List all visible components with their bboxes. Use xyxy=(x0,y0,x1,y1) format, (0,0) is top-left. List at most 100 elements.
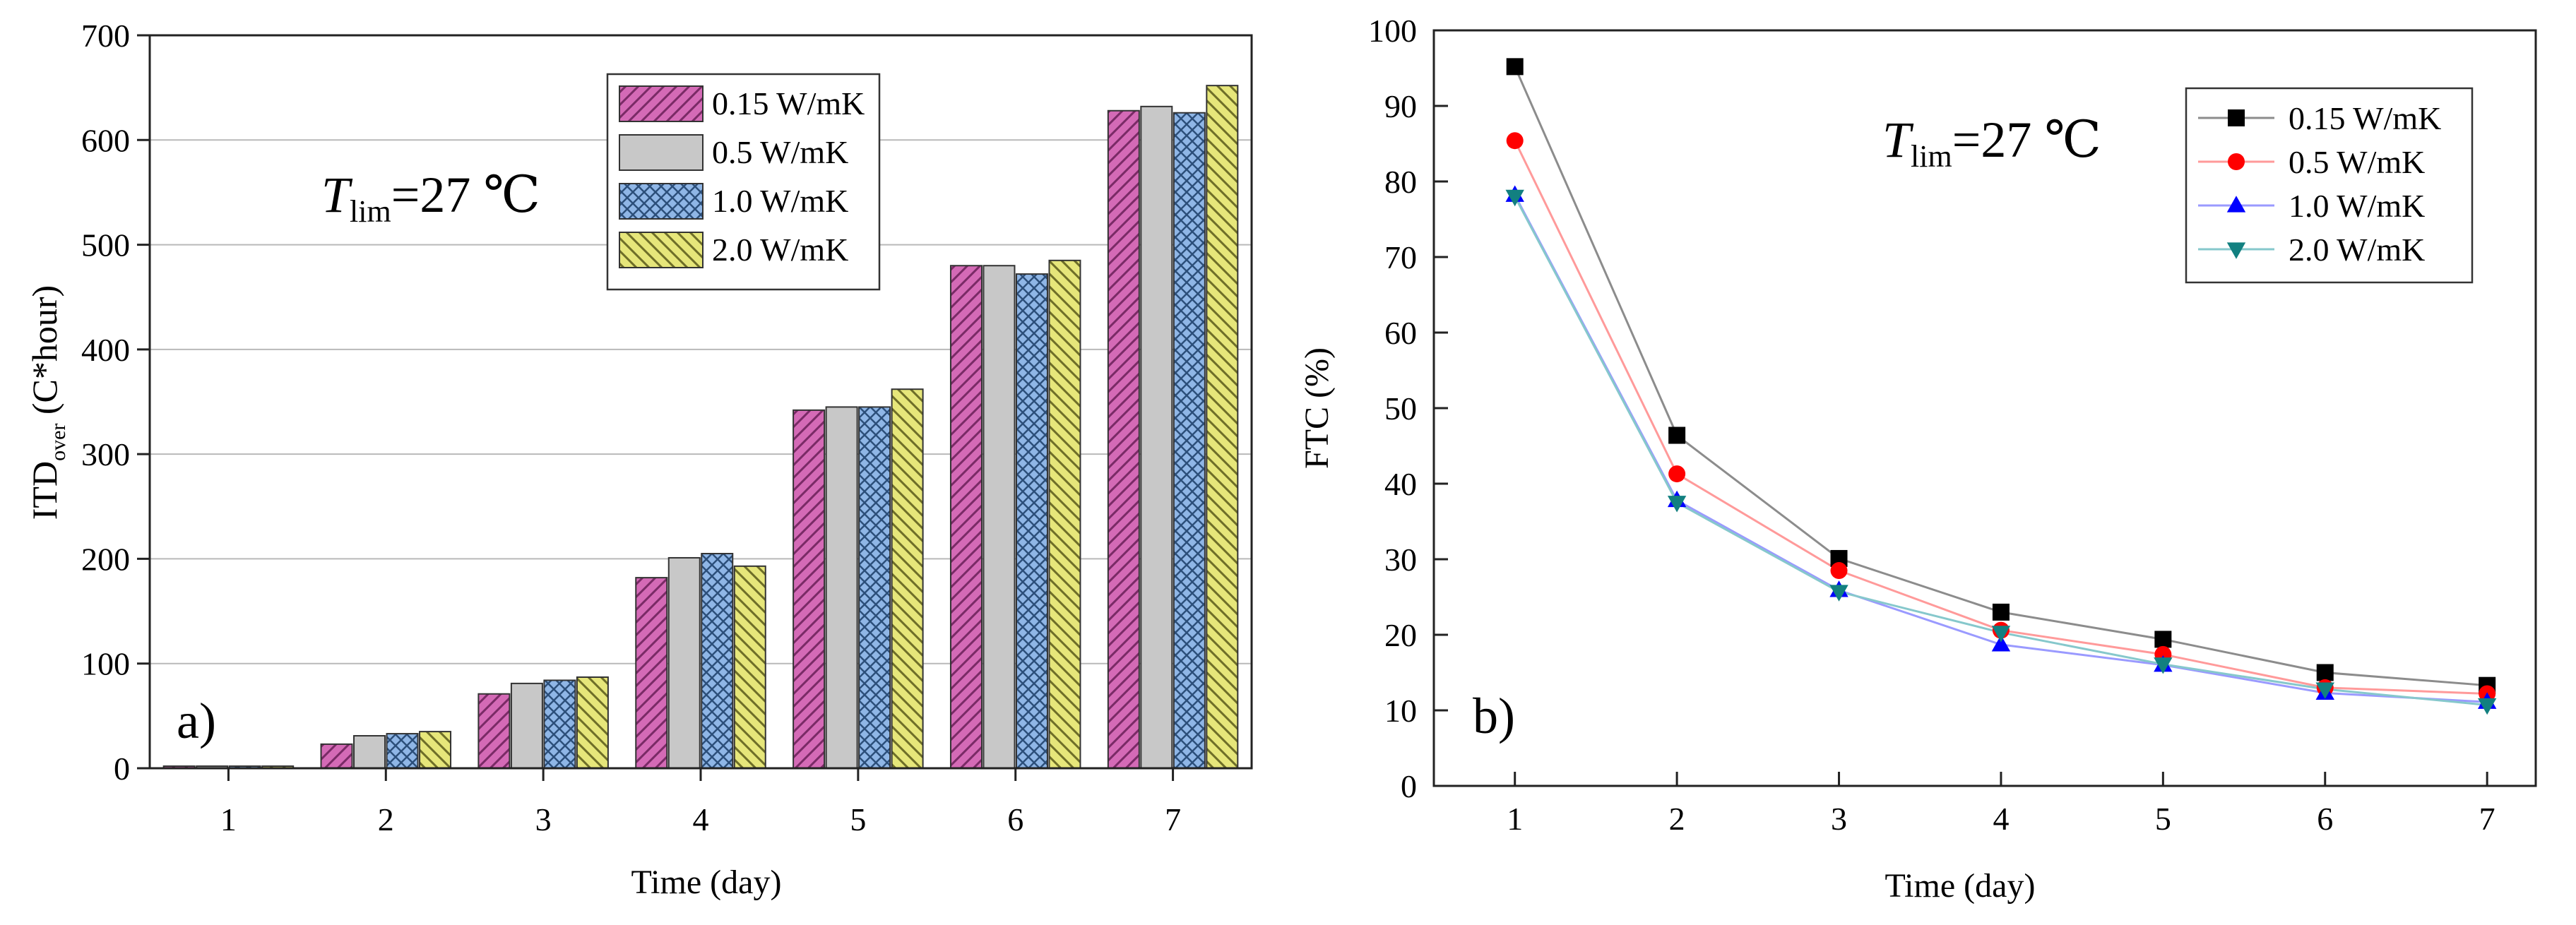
y-tick-label: 40 xyxy=(1384,466,1417,502)
bar xyxy=(1048,259,1081,770)
bar xyxy=(1107,109,1140,770)
data-point xyxy=(1506,132,1524,150)
y-tick-label: 20 xyxy=(1384,617,1417,653)
data-point xyxy=(2316,664,2334,681)
legend-marker xyxy=(2226,242,2246,259)
bar xyxy=(1015,273,1048,769)
bar xyxy=(543,679,576,769)
x-tick-label: 2 xyxy=(378,801,394,837)
bar xyxy=(825,406,858,770)
y-tick-label: 100 xyxy=(81,646,130,682)
x-tick-label: 7 xyxy=(2479,801,2495,837)
x-tick-label: 6 xyxy=(2317,801,2333,837)
x-axis: 1 2 3 4 5 6 7 xyxy=(220,768,1181,837)
x-tick-label: 1 xyxy=(220,801,237,837)
legend-label: 0.5 W/mK xyxy=(712,134,848,170)
y-axis-label: FTC (%) xyxy=(1298,347,1336,469)
bar xyxy=(793,409,826,769)
legend-marker xyxy=(2228,153,2245,170)
bar xyxy=(1173,112,1206,769)
bar xyxy=(576,676,609,770)
x-axis: 1 2 3 4 5 6 7 xyxy=(1507,772,2495,837)
y-tick-label: 0 xyxy=(1401,768,1417,804)
x-tick-label: 3 xyxy=(535,801,552,837)
y-tick-label: 300 xyxy=(81,436,130,472)
marker-group xyxy=(1505,58,2497,715)
data-point xyxy=(1991,626,2011,643)
y-tick-label: 70 xyxy=(1384,239,1417,275)
annotation-tlim: Tlim=27 ℃ xyxy=(1882,112,2101,174)
legend-marker xyxy=(2226,196,2246,213)
bar xyxy=(320,743,353,769)
y-tick-label: 60 xyxy=(1384,315,1417,351)
data-point xyxy=(1506,58,1524,76)
bar xyxy=(891,388,924,769)
bar xyxy=(1206,85,1239,770)
x-tick-label: 5 xyxy=(2155,801,2171,837)
x-axis-label: Time (day) xyxy=(1885,867,2036,905)
data-point xyxy=(1829,585,1848,602)
line-chart-panel-b: 0 10 20 30 40 50 60 70 80 90 100 1 2 3 4 5 6 7 Time (day… xyxy=(1298,13,2537,905)
bar-chart-panel-a: 0 100 200 300 400 500 600 700 1 2 3 4 5 6 7 Time (day… xyxy=(25,18,1253,901)
x-tick-label: 5 xyxy=(850,801,866,837)
y-tick-label: 200 xyxy=(81,541,130,577)
y-axis-label: ITDover (C*hour) xyxy=(25,285,70,520)
data-point xyxy=(2477,698,2497,715)
y-tick-label: 700 xyxy=(81,18,130,54)
legend-marker xyxy=(2228,109,2245,126)
data-point xyxy=(1505,189,1524,207)
data-point xyxy=(1830,562,1848,580)
bar xyxy=(353,735,386,769)
legend: 0.15 W/mK 0.5 W/mK 1.0 W/mK 2.0 W/mK xyxy=(606,73,881,291)
bar xyxy=(701,553,734,769)
y-tick-label: 400 xyxy=(81,332,130,368)
data-point xyxy=(2315,682,2334,699)
data-point xyxy=(1992,603,2010,621)
bar xyxy=(386,733,419,769)
legend-label: 0.5 W/mK xyxy=(2289,144,2425,180)
legend-swatch xyxy=(619,134,704,171)
bar xyxy=(667,556,701,770)
bar xyxy=(733,565,766,770)
x-tick-label: 2 xyxy=(1669,801,1685,837)
bar xyxy=(635,577,668,769)
bar xyxy=(1140,105,1173,769)
bar xyxy=(983,265,1016,769)
data-point xyxy=(2154,631,2172,648)
x-tick-label: 3 xyxy=(1831,801,1847,837)
panel-label: b) xyxy=(1473,688,1515,744)
data-point xyxy=(1991,635,2011,652)
y-tick-label: 30 xyxy=(1384,542,1417,578)
annotation-tlim: Tlim=27 ℃ xyxy=(321,167,540,229)
x-tick-label: 7 xyxy=(1165,801,1181,837)
y-tick-label: 600 xyxy=(81,122,130,158)
legend-label: 2.0 W/mK xyxy=(712,232,848,268)
data-point xyxy=(1668,426,1686,444)
y-axis: 0 100 200 300 400 500 600 700 xyxy=(81,18,150,787)
bar xyxy=(858,406,891,770)
legend-label: 1.0 W/mK xyxy=(2289,188,2425,224)
legend-swatch xyxy=(619,183,704,220)
y-tick-label: 10 xyxy=(1384,693,1417,729)
bar xyxy=(419,731,452,769)
legend-swatch xyxy=(619,85,704,122)
y-axis: 0 10 20 30 40 50 60 70 80 90 100 xyxy=(1368,13,1448,804)
legend-label: 0.15 W/mK xyxy=(2289,100,2441,136)
data-point xyxy=(1667,496,1687,513)
data-point xyxy=(1668,465,1686,483)
legend-label: 2.0 W/mK xyxy=(2289,232,2425,268)
y-tick-label: 80 xyxy=(1384,164,1417,200)
bar xyxy=(510,682,543,769)
y-tick-label: 100 xyxy=(1368,13,1417,49)
legend-label: 1.0 W/mK xyxy=(712,183,848,219)
data-point xyxy=(2154,657,2173,674)
panel-label: a) xyxy=(177,693,216,749)
y-tick-label: 90 xyxy=(1384,88,1417,124)
legend-swatch xyxy=(619,232,704,268)
x-tick-label: 1 xyxy=(1507,801,1523,837)
bar xyxy=(949,265,983,769)
y-tick-label: 0 xyxy=(114,751,130,787)
legend: 0.15 W/mK 0.5 W/mK 1.0 W/mK 2.0 W/mK xyxy=(2185,87,2474,284)
x-tick-label: 4 xyxy=(693,801,709,837)
